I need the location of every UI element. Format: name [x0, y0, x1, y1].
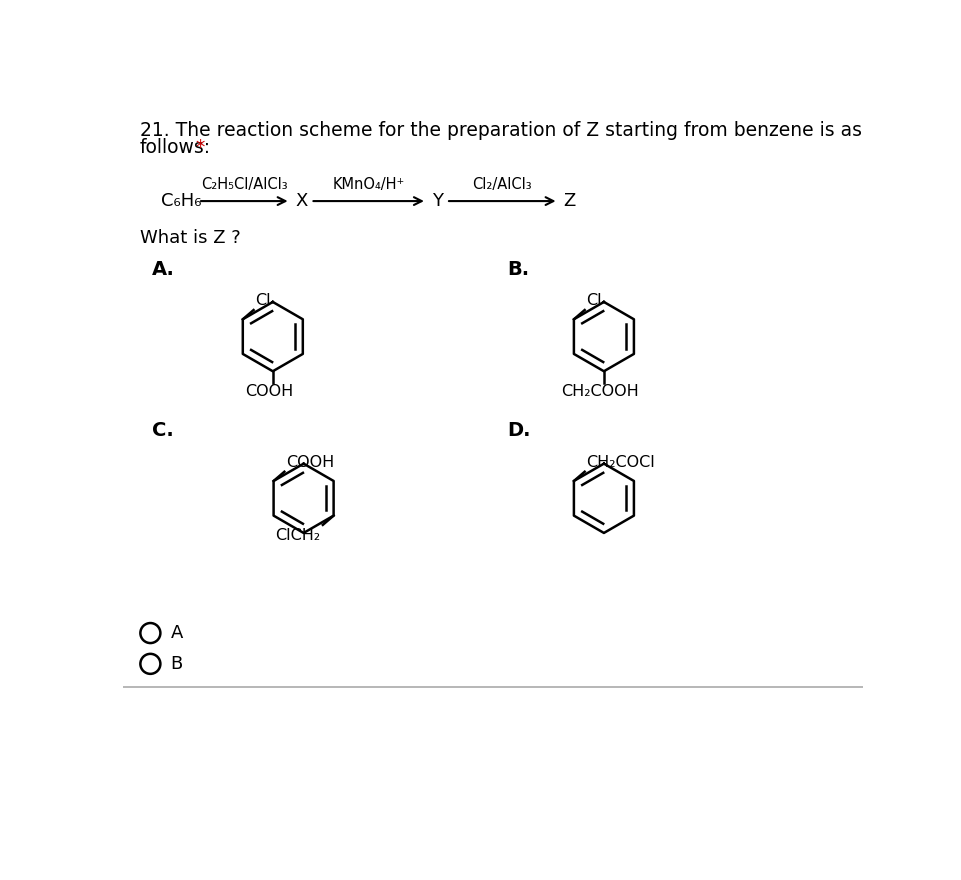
Text: C₆H₆: C₆H₆ — [161, 192, 202, 210]
Text: D.: D. — [507, 422, 530, 440]
Text: C.: C. — [152, 422, 174, 440]
Text: B.: B. — [507, 260, 530, 279]
Text: C₂H₅Cl/AlCl₃: C₂H₅Cl/AlCl₃ — [201, 177, 287, 192]
Text: Cl₂/AlCl₃: Cl₂/AlCl₃ — [472, 177, 531, 192]
Text: A: A — [170, 624, 183, 642]
Text: A.: A. — [152, 260, 175, 279]
Text: ClCH₂: ClCH₂ — [274, 528, 319, 543]
Text: X: X — [295, 192, 308, 210]
Text: KMnO₄/H⁺: KMnO₄/H⁺ — [333, 177, 405, 192]
Text: 21. The reaction scheme for the preparation of Z starting from benzene is as: 21. The reaction scheme for the preparat… — [139, 121, 861, 140]
Text: What is Z ?: What is Z ? — [139, 229, 240, 246]
Text: COOH: COOH — [245, 385, 293, 400]
Text: Cl: Cl — [585, 294, 602, 309]
Text: B: B — [170, 655, 183, 673]
Text: Y: Y — [431, 192, 443, 210]
Text: CH₂COCl: CH₂COCl — [585, 455, 654, 470]
Text: Cl: Cl — [255, 294, 270, 309]
Text: COOH: COOH — [285, 455, 333, 470]
Text: CH₂COOH: CH₂COOH — [560, 385, 638, 400]
Text: follows:: follows: — [139, 138, 210, 157]
Text: *: * — [196, 138, 205, 157]
Text: Z: Z — [562, 192, 575, 210]
